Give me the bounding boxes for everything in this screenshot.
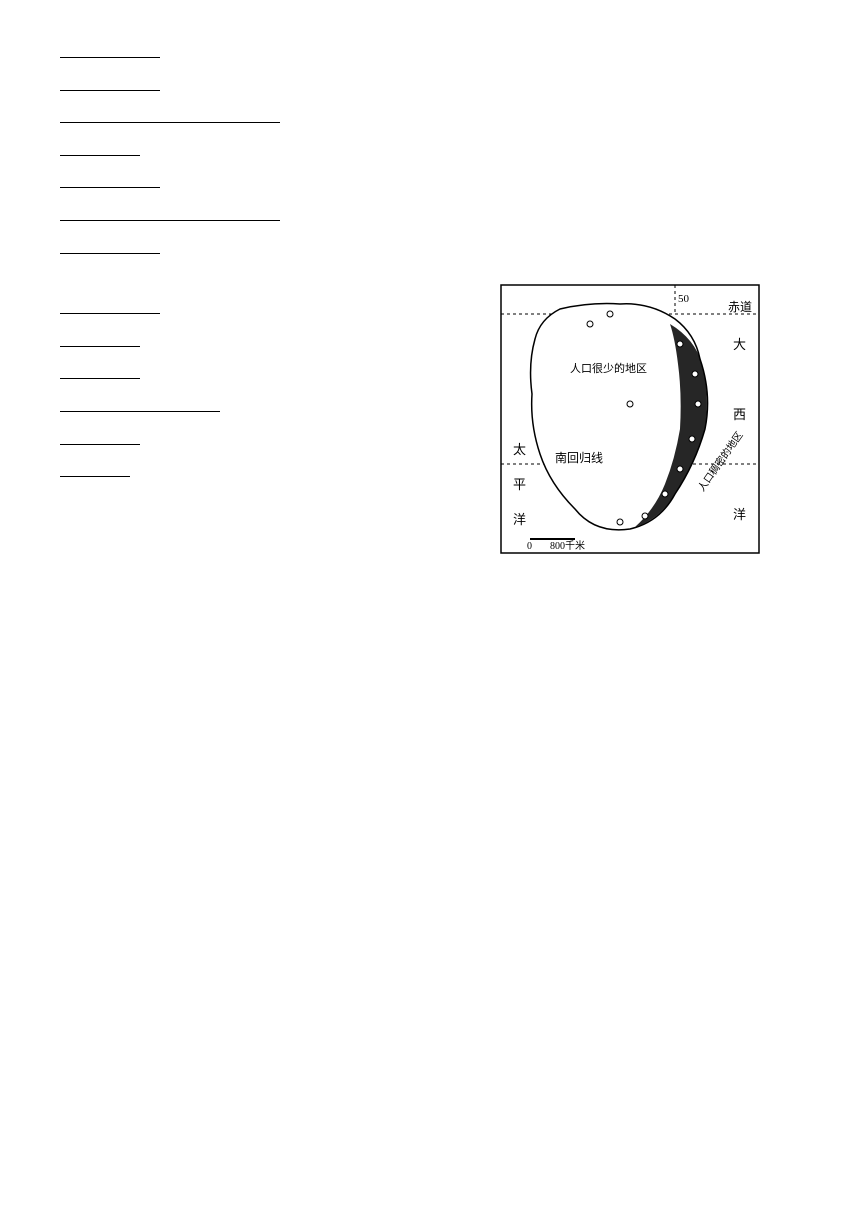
brazil-map: 50 赤道 人口很少的地区 南回归线 太 平 洋 大 西 洋 人口稠密的地区 0… bbox=[500, 284, 760, 554]
svg-text:50: 50 bbox=[678, 293, 690, 305]
blank-q3-region bbox=[60, 138, 140, 156]
blank-q12-2f bbox=[60, 427, 140, 445]
blank-q3-cond2 bbox=[60, 203, 280, 221]
blank-q2 bbox=[60, 105, 280, 123]
blank-q12-2a bbox=[60, 329, 140, 347]
svg-text:太: 太 bbox=[513, 442, 526, 457]
blank-q4-route bbox=[60, 236, 160, 254]
blank-q12-2c bbox=[60, 361, 140, 379]
svg-text:南回归线: 南回归线 bbox=[555, 450, 603, 465]
svg-text:平: 平 bbox=[513, 477, 526, 492]
svg-text:西: 西 bbox=[733, 407, 746, 422]
blank-q12-1 bbox=[60, 296, 160, 314]
svg-text:大: 大 bbox=[733, 337, 746, 352]
blank-q12-2g bbox=[60, 459, 130, 477]
svg-text:赤道: 赤道 bbox=[728, 300, 752, 314]
blank-q3-cond bbox=[60, 170, 160, 188]
blank-city-f bbox=[60, 40, 160, 58]
svg-text:0: 0 bbox=[527, 541, 532, 552]
svg-text:洋: 洋 bbox=[733, 507, 746, 522]
blank-q12-2d1 bbox=[60, 394, 140, 412]
svg-text:800千米: 800千米 bbox=[550, 539, 585, 552]
blank-city-g bbox=[60, 73, 160, 91]
svg-text:洋: 洋 bbox=[513, 512, 526, 527]
blank-q12-2d2 bbox=[140, 394, 220, 412]
svg-text:人口很少的地区: 人口很少的地区 bbox=[570, 361, 647, 375]
